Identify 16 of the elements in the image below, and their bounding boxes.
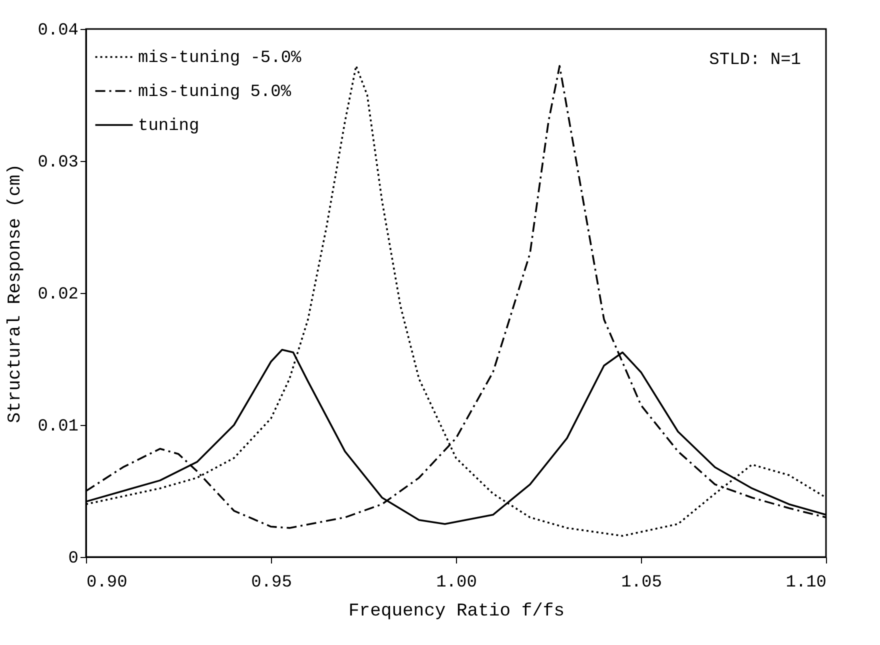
legend-label: mis-tuning -5.0% [138,49,302,68]
y-tick-label: 0 [68,550,78,568]
y-tick-label: 0.02 [38,286,78,304]
legend-label: tuning [138,117,200,136]
x-tick-label: 0.90 [86,574,128,592]
x-tick-label: 0.95 [251,574,292,592]
x-tick-label: 1.10 [786,574,826,592]
x-tick-label: 1.00 [436,574,477,592]
x-axis-title: Frequency Ratio f/fs [348,602,565,622]
y-axis-title: Structural Response (cm) [6,164,26,424]
annotation: STLD: N=1 [709,51,801,70]
y-tick-label: 0.04 [38,22,78,40]
legend-label: mis-tuning 5.0% [138,83,292,102]
y-tick-label: 0.03 [38,154,78,172]
x-tick-label: 1.05 [621,574,662,592]
y-tick-label: 0.01 [38,418,78,436]
